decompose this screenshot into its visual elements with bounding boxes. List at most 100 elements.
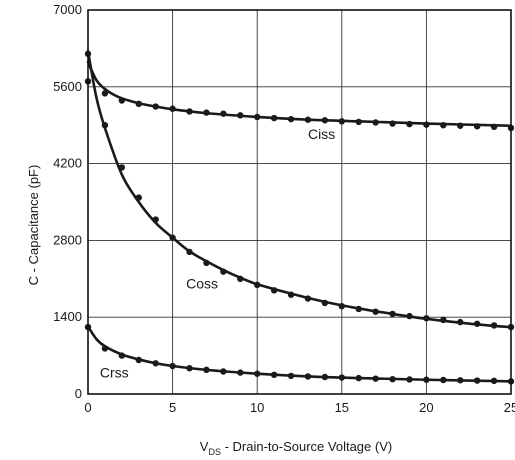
series-line-ciss <box>86 60 513 128</box>
series-line-crss <box>86 325 513 383</box>
data-point-crss <box>237 369 244 376</box>
data-point-crss <box>169 362 176 370</box>
series-lines <box>86 49 513 383</box>
data-point-crss <box>473 377 481 384</box>
data-point-crss <box>372 375 379 382</box>
data-point-coss <box>406 312 413 320</box>
data-point-coss <box>321 299 329 307</box>
data-point-ciss <box>423 121 430 128</box>
x-axis-title-subscript: DS <box>208 447 221 457</box>
data-point-ciss <box>304 116 312 123</box>
data-point-ciss <box>270 114 278 122</box>
data-point-coss <box>473 320 481 327</box>
data-point-ciss <box>135 100 142 108</box>
data-point-crss <box>186 365 193 372</box>
data-point-crss <box>287 372 295 380</box>
x-tick-label: 5 <box>169 400 176 415</box>
x-tick-label: 10 <box>250 400 264 415</box>
series-label-crss: Crss <box>100 365 129 381</box>
data-point-coss <box>203 259 210 267</box>
data-point-coss <box>118 164 126 171</box>
data-point-ciss <box>355 118 362 126</box>
y-axis-title: C - Capacitance (pF) <box>26 165 41 286</box>
data-point-crss <box>457 377 464 384</box>
data-point-ciss <box>287 115 295 123</box>
series-labels: Ciss Coss Crss <box>100 126 335 381</box>
x-tick-label: 15 <box>335 400 349 415</box>
data-point-crss <box>254 370 261 377</box>
data-point-crss <box>321 373 329 381</box>
data-point-coss <box>237 275 244 282</box>
data-point-coss <box>355 305 362 313</box>
data-point-ciss <box>389 120 396 127</box>
data-point-crss <box>490 377 498 385</box>
data-point-ciss <box>118 97 126 104</box>
data-point-ciss <box>101 90 109 97</box>
data-point-coss <box>152 216 159 223</box>
series-label-coss: Coss <box>186 276 218 292</box>
data-point-crss <box>203 366 210 374</box>
y-tick-label: 5600 <box>53 79 82 94</box>
data-point-coss <box>220 268 227 275</box>
data-point-crss <box>304 373 312 380</box>
data-point-crss <box>338 374 345 381</box>
data-point-ciss <box>473 123 481 130</box>
data-point-coss <box>186 248 193 256</box>
data-point-crss <box>423 376 430 383</box>
data-point-coss <box>287 291 295 298</box>
y-tick-label: 0 <box>75 386 82 401</box>
data-point-crss <box>355 374 362 382</box>
x-axis-title: VDS - Drain-to-Source Voltage (V) <box>200 439 392 457</box>
y-tick-label: 7000 <box>53 2 82 17</box>
data-point-coss <box>304 295 312 302</box>
data-point-coss <box>372 308 379 315</box>
data-point-ciss <box>186 108 193 115</box>
data-point-crss <box>406 376 413 383</box>
data-point-ciss <box>220 110 227 117</box>
data-point-ciss <box>372 119 379 126</box>
data-point-crss <box>118 352 126 359</box>
data-point-ciss <box>406 120 413 128</box>
data-point-coss <box>169 234 176 241</box>
x-tick-label: 0 <box>84 400 91 415</box>
data-point-coss <box>457 318 464 326</box>
tick-labels: 0 5 10 15 20 25 0 1400 2800 4200 5600 7000 <box>53 2 515 415</box>
series-line-coss <box>86 49 513 329</box>
data-point-crss <box>389 375 396 383</box>
data-point-ciss <box>338 118 345 125</box>
data-point-coss <box>135 194 142 201</box>
data-point-coss <box>270 287 278 294</box>
grid <box>88 10 511 394</box>
series-label-ciss: Ciss <box>308 126 335 142</box>
data-point-ciss <box>490 123 498 131</box>
data-point-crss <box>135 356 142 364</box>
plot-frame <box>87 9 512 395</box>
data-point-ciss <box>169 105 176 112</box>
data-point-ciss <box>237 112 244 119</box>
y-tick-label: 2800 <box>53 232 82 247</box>
data-point-ciss <box>203 109 210 116</box>
data-point-coss <box>490 322 498 329</box>
data-point-crss <box>101 345 109 352</box>
data-point-ciss <box>457 122 464 129</box>
data-point-coss <box>338 303 345 310</box>
data-point-ciss <box>321 117 329 124</box>
data-point-ciss <box>254 113 261 121</box>
y-tick-label: 1400 <box>53 309 82 324</box>
data-point-crss <box>440 376 447 384</box>
data-point-ciss <box>440 122 447 129</box>
data-point-coss <box>389 310 396 318</box>
x-tick-label: 20 <box>419 400 433 415</box>
data-point-crss <box>220 368 227 375</box>
data-point-coss <box>440 316 447 324</box>
data-point-coss <box>254 281 261 289</box>
x-tick-label: 25 <box>504 400 515 415</box>
data-point-crss <box>270 371 278 378</box>
x-axis-title-main: V <box>200 439 209 454</box>
data-point-crss <box>152 360 159 367</box>
data-point-coss <box>101 122 109 129</box>
y-tick-label: 4200 <box>53 156 82 171</box>
data-point-coss <box>423 315 430 322</box>
series-points <box>84 50 515 385</box>
